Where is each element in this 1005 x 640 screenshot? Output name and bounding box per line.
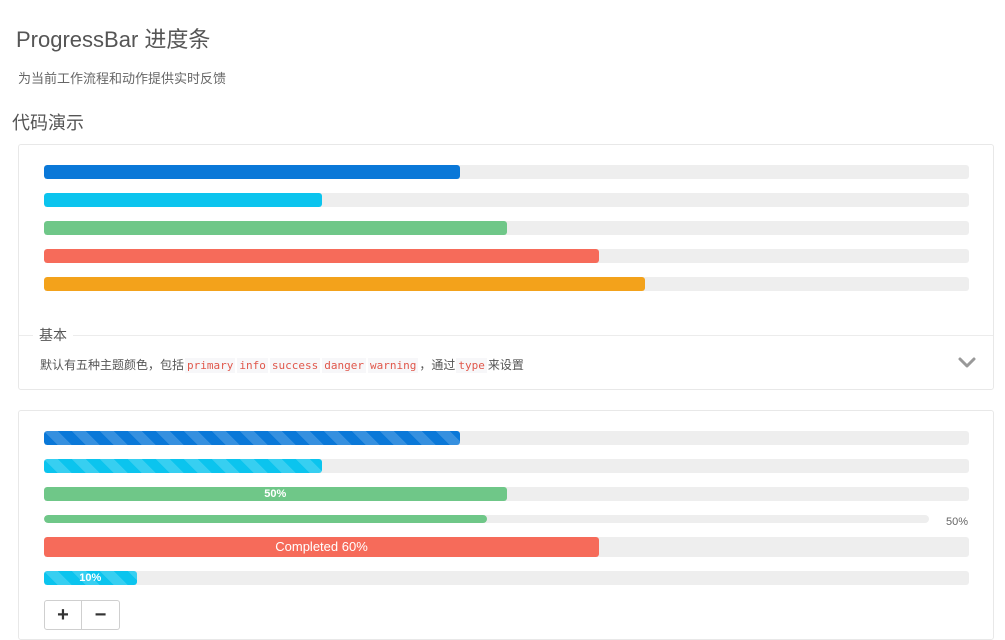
code-success: success [269, 358, 321, 373]
desc-text: 来设置 [487, 358, 524, 372]
progress-fill-warning [44, 277, 646, 291]
progress-fill-info [44, 193, 322, 207]
progress-track-large-danger: Completed 60% [44, 537, 969, 557]
progress-track-warning [44, 277, 969, 291]
progress-label: Completed 60% [275, 539, 368, 554]
progress-track-striped-primary [44, 431, 969, 445]
basic-demo-card: 基本 默认有五种主题颜色，包括 primary info success danger w… [18, 144, 994, 390]
desc-text: ，通过 [419, 358, 456, 372]
progress-fill-large-danger: Completed 60% [44, 537, 599, 557]
progress-side-label: 50% [945, 516, 968, 528]
code-type: type [456, 358, 487, 373]
progress-fill-danger [44, 249, 599, 263]
expand-code-button[interactable] [957, 353, 977, 371]
page-description: 为当前工作流程和动作提供实时反馈 [18, 71, 227, 86]
desc-text: 默认有五种主题颜色，包括 [40, 358, 185, 372]
code-warning: warning [367, 358, 419, 373]
progress-track-thin-success [44, 515, 929, 523]
progress-fill-striped-small-info: 10% [44, 571, 137, 585]
code-info: info [237, 358, 268, 373]
progress-track-info [44, 193, 969, 207]
progress-track-striped-small-info: 10% [44, 571, 969, 585]
increase-button[interactable]: + [44, 600, 82, 630]
progress-label: 50% [264, 488, 287, 500]
progress-fill-primary [44, 165, 461, 179]
progress-track-primary [44, 165, 969, 179]
progress-fill-striped-primary [44, 431, 461, 445]
progress-track-danger [44, 249, 969, 263]
progress-fill-success [44, 221, 507, 235]
minus-icon: − [94, 603, 107, 626]
code-danger: danger [322, 358, 366, 373]
progress-track-striped-info [44, 459, 969, 473]
plus-icon: + [57, 603, 69, 626]
progress-fill-labeled-success: 50% [44, 487, 507, 501]
progress-track-labeled-success: 50% [44, 487, 969, 501]
progress-fill-thin-success [44, 515, 487, 523]
code-primary: primary [185, 358, 236, 373]
progress-button-group: + − [44, 600, 120, 630]
progress-fill-striped-info [44, 459, 322, 473]
progress-label: 10% [79, 572, 102, 584]
decrease-button[interactable]: − [82, 600, 120, 630]
advanced-demo-card: 50% 50% Completed 60% 10% + − [18, 410, 994, 640]
code-box-title: 基本 [33, 325, 73, 345]
progress-track-success [44, 221, 969, 235]
section-title: 代码演示 [12, 113, 84, 133]
code-box-divider [19, 335, 993, 336]
chevron-down-icon [958, 357, 976, 368]
page-title: ProgressBar 进度条 [16, 27, 211, 52]
code-box-description: 默认有五种主题颜色，包括 primary info success danger warn… [40, 356, 524, 373]
